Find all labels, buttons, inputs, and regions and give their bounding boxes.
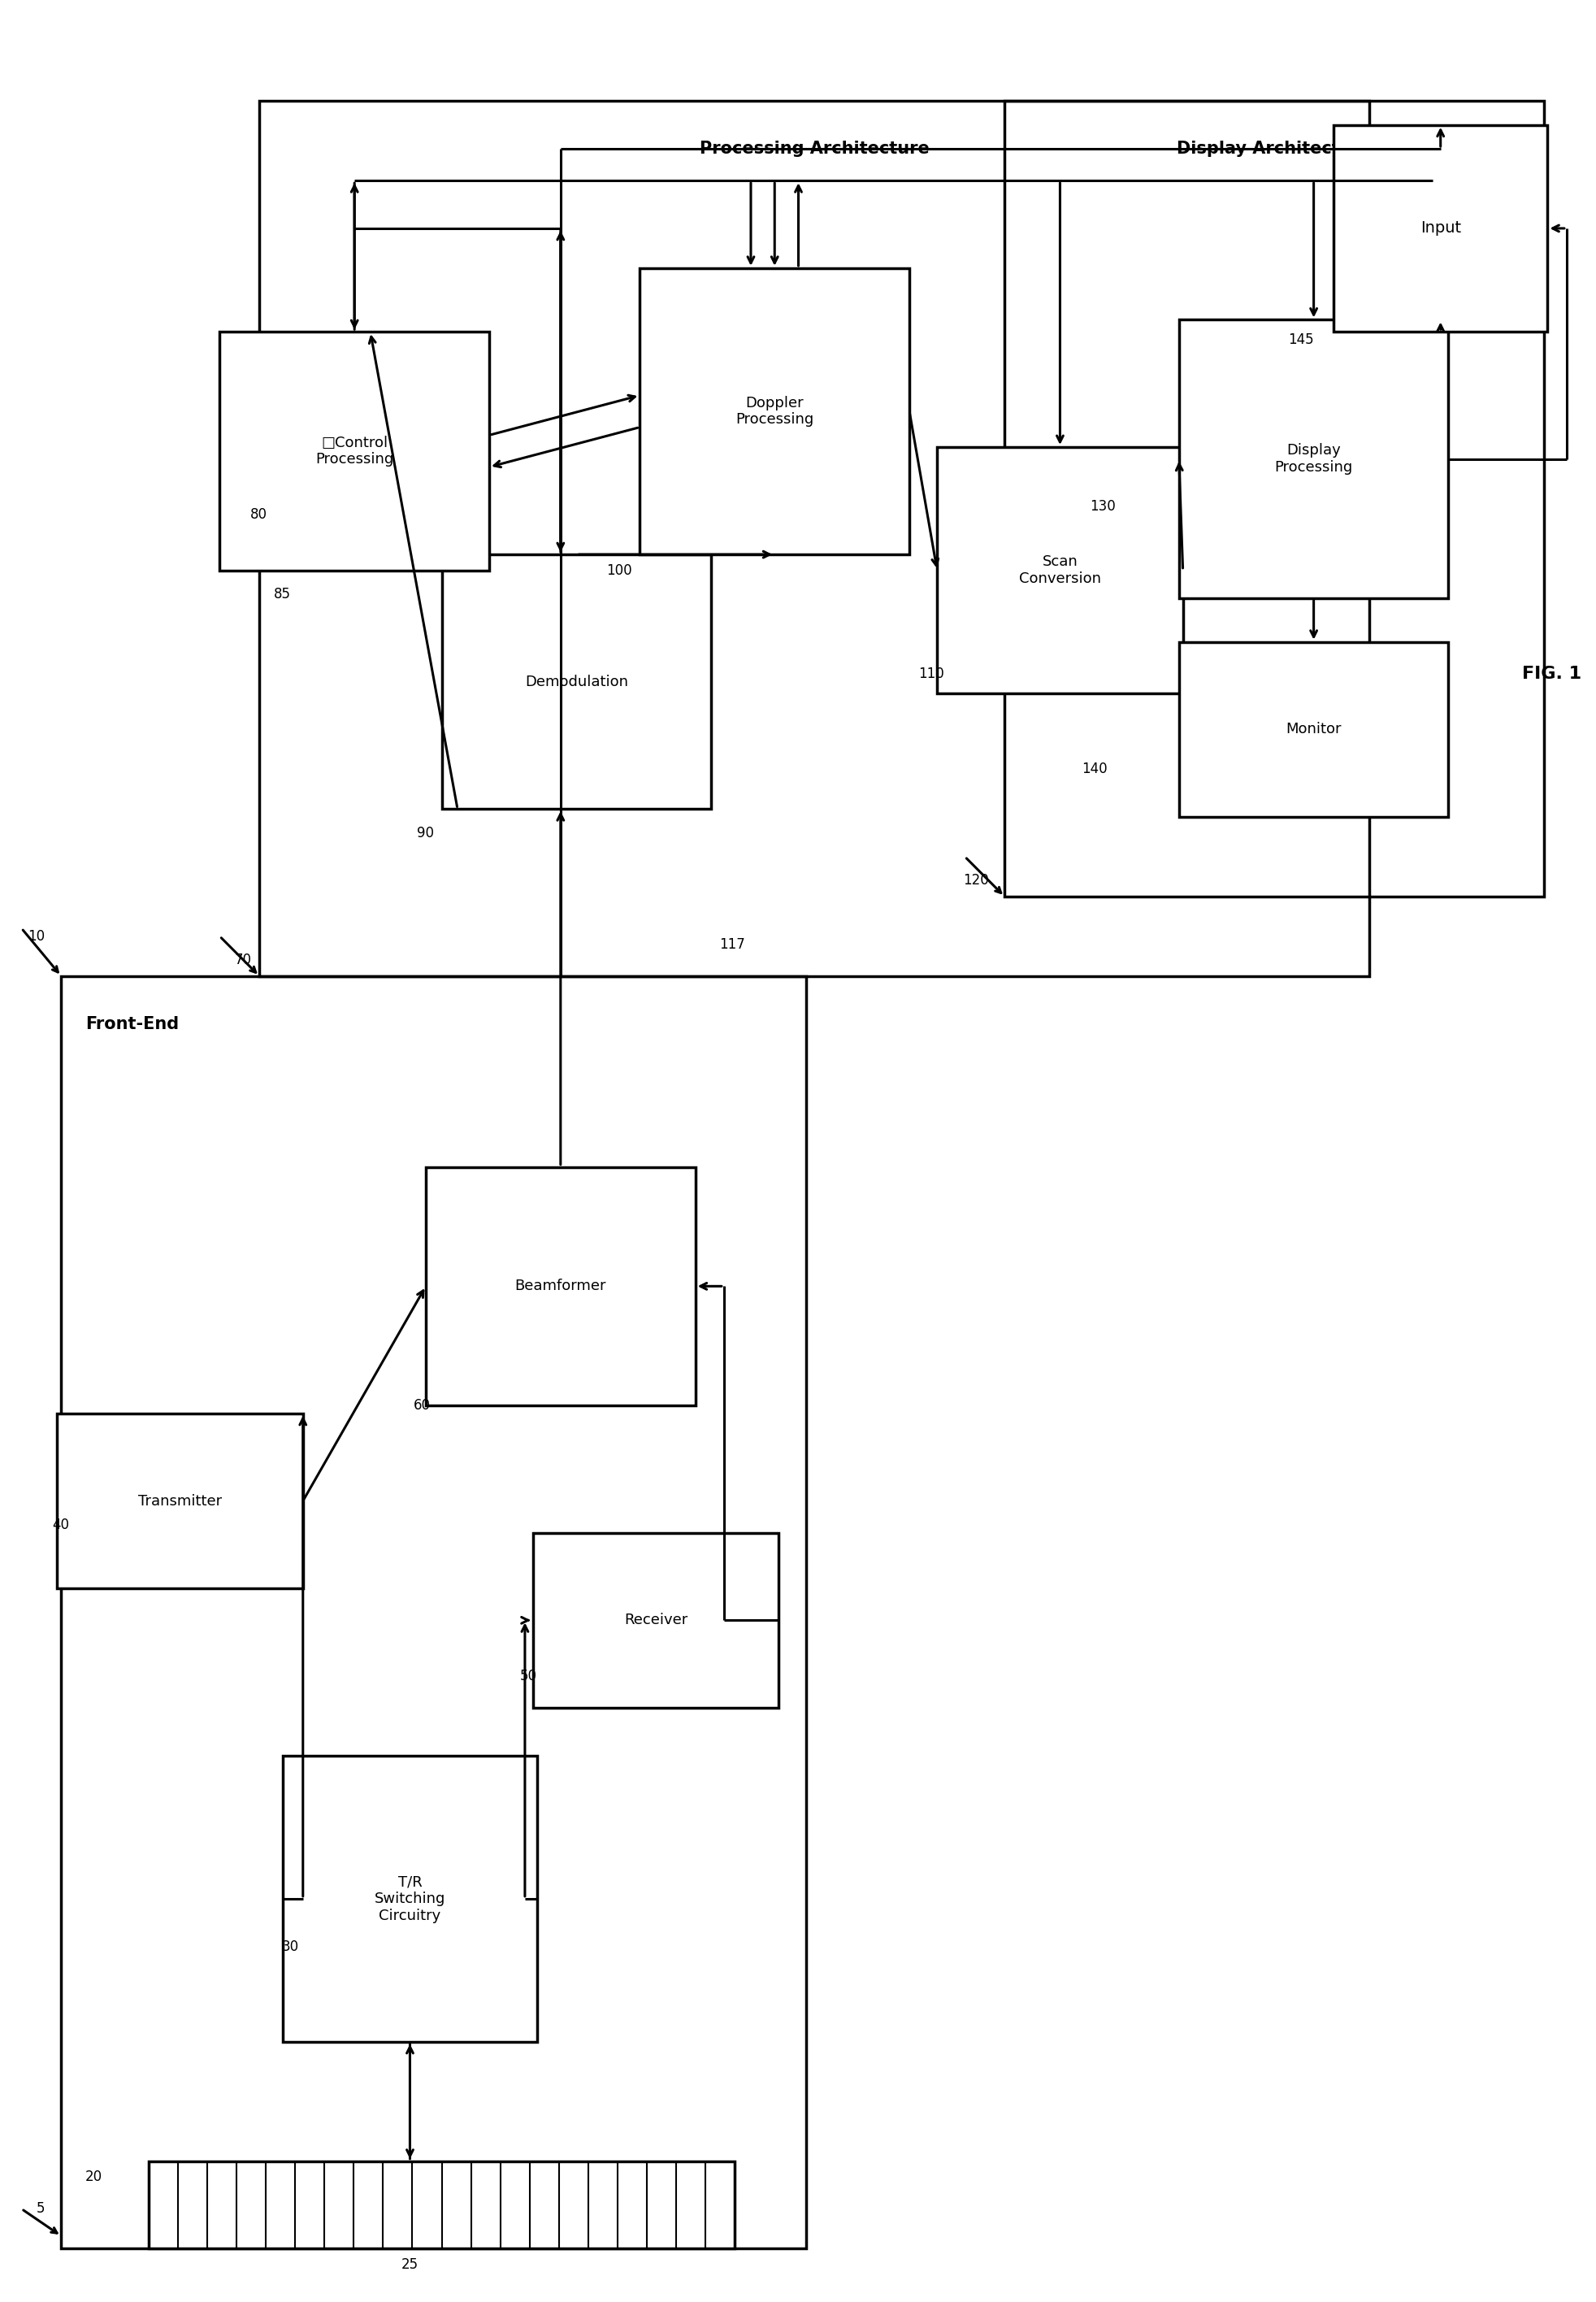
Text: Processing Architecture: Processing Architecture bbox=[699, 140, 929, 157]
Text: Display
Processing: Display Processing bbox=[1274, 444, 1352, 474]
Bar bbox=[57, 1413, 303, 1588]
Bar bbox=[61, 976, 806, 2249]
Text: Input: Input bbox=[1419, 221, 1460, 237]
Text: Beamformer: Beamformer bbox=[514, 1280, 606, 1294]
Text: Monitor: Monitor bbox=[1285, 723, 1341, 737]
Text: 130: 130 bbox=[1088, 500, 1116, 513]
Bar bbox=[1333, 124, 1547, 331]
Bar bbox=[1178, 642, 1448, 817]
Bar bbox=[426, 1167, 694, 1407]
Text: 10: 10 bbox=[29, 930, 45, 944]
Text: Front-End: Front-End bbox=[86, 1015, 179, 1031]
Text: Doppler
Processing: Doppler Processing bbox=[736, 396, 814, 428]
Text: 140: 140 bbox=[1082, 762, 1108, 776]
Text: 90: 90 bbox=[417, 826, 434, 840]
Text: Receiver: Receiver bbox=[624, 1614, 688, 1628]
Text: 20: 20 bbox=[85, 2171, 102, 2185]
Text: □Control
Processing: □Control Processing bbox=[314, 435, 393, 467]
Bar bbox=[442, 555, 710, 808]
Text: Demodulation: Demodulation bbox=[525, 674, 627, 688]
Text: 117: 117 bbox=[718, 937, 745, 951]
Text: 145: 145 bbox=[1288, 331, 1314, 348]
Text: 50: 50 bbox=[519, 1669, 536, 1683]
Text: 30: 30 bbox=[281, 1938, 298, 1954]
Bar bbox=[259, 101, 1368, 976]
Text: 5: 5 bbox=[37, 2201, 45, 2217]
Text: 40: 40 bbox=[53, 1517, 69, 1533]
Bar bbox=[1004, 101, 1543, 895]
Text: 100: 100 bbox=[606, 564, 632, 578]
Bar bbox=[937, 447, 1183, 693]
Text: 80: 80 bbox=[251, 506, 267, 523]
Text: 70: 70 bbox=[235, 953, 251, 967]
Text: Display Architecture: Display Architecture bbox=[1176, 140, 1371, 157]
Text: Scan
Conversion: Scan Conversion bbox=[1018, 555, 1101, 587]
Text: Transmitter: Transmitter bbox=[139, 1494, 222, 1508]
Text: 110: 110 bbox=[918, 668, 943, 681]
Text: 60: 60 bbox=[413, 1397, 431, 1413]
Text: 120: 120 bbox=[962, 872, 988, 889]
Bar bbox=[533, 1533, 779, 1708]
Bar bbox=[220, 331, 488, 571]
Bar bbox=[148, 2162, 734, 2249]
Bar bbox=[1178, 320, 1448, 599]
Text: 85: 85 bbox=[275, 587, 290, 601]
Bar bbox=[282, 1756, 536, 2042]
Text: T/R
Switching
Circuitry: T/R Switching Circuitry bbox=[373, 1874, 445, 1922]
Bar bbox=[640, 267, 910, 555]
Text: 25: 25 bbox=[401, 2258, 418, 2272]
Text: FIG. 1: FIG. 1 bbox=[1521, 665, 1580, 681]
